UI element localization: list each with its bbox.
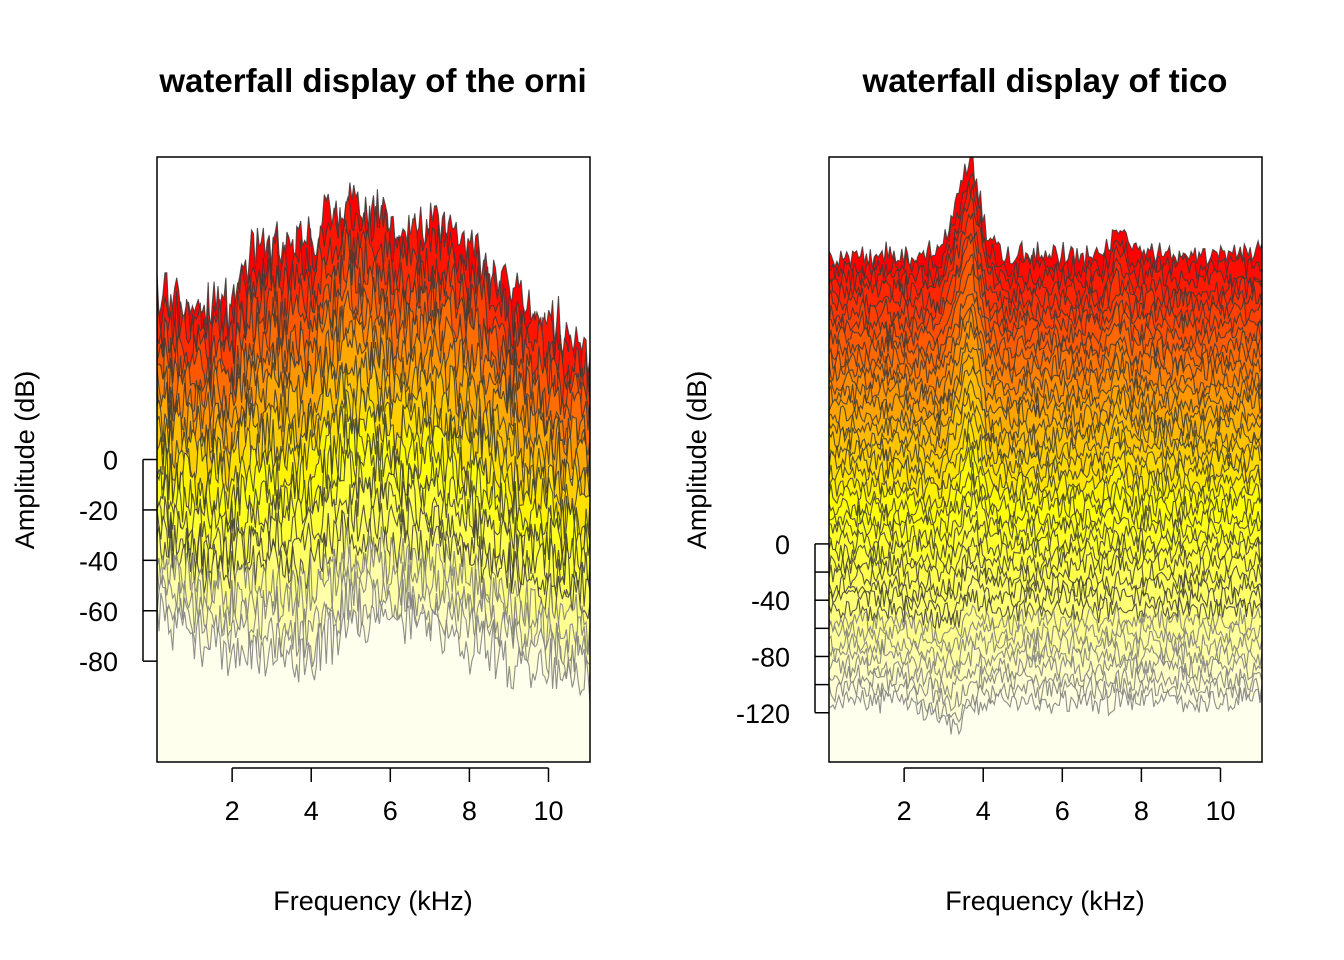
x-axis-orni: 2 4 6 8 10 [225,767,564,826]
spectrum-line [157,526,590,653]
spectrum-line [829,157,1262,269]
y-tick-label: 0 [775,530,790,560]
spectrum-line [829,687,1262,736]
spectrum-area [829,687,1262,762]
x-tick-label: 4 [304,796,319,826]
x-tick-label: 10 [1205,796,1235,826]
x-axis-label-tico: Frequency (kHz) [945,886,1145,916]
spectrum-line [829,433,1262,500]
x-axis-label-orni: Frequency (kHz) [273,886,473,916]
spectrum-line [829,180,1262,292]
chart-orni: waterfall display of the orni 2 4 6 8 10 0 -2… [10,62,591,916]
y-tick-label: -20 [79,496,118,526]
y-tick-label: -80 [79,647,118,677]
spectrum-line [157,195,590,391]
waterfall-spectra-orni [157,182,590,762]
spectrum-line [829,195,1262,306]
x-tick-label: 2 [225,796,240,826]
x-tick-label: 6 [383,796,398,826]
chart-title-orni: waterfall display of the orni [158,62,586,99]
spectrum-line [829,212,1262,316]
spectrum-line [829,640,1262,681]
x-tick-label: 2 [897,796,912,826]
spectrum-line [829,652,1262,701]
spectrum-line [829,353,1262,430]
x-axis-tico: 2 4 6 8 10 [897,767,1236,826]
spectrum-line [829,235,1262,338]
spectrum-line [829,461,1262,526]
spectrum-line [157,414,590,558]
spectrum-line [829,490,1262,550]
spectrum-line [829,321,1262,410]
y-tick-label: -120 [736,699,790,729]
spectrum-line [829,253,1262,350]
chart-tico: waterfall display of tico 2 4 6 8 10 0 -40 -80… [682,62,1263,916]
spectrum-area [157,592,590,762]
y-axis-label-orni: Amplitude (dB) [10,371,40,550]
x-tick-label: 4 [976,796,991,826]
y-tick-label: -60 [79,597,118,627]
spectrum-line [157,578,590,686]
y-axis-tico: 0 -40 -80 -120 [736,530,829,729]
spectrum-line [829,574,1262,621]
x-tick-label: 8 [462,796,477,826]
spectrum-line [829,446,1262,511]
spectrum-line [157,228,590,409]
plot-frame-tico [828,156,1263,763]
spectrum-line [829,411,1262,479]
spectrum-line [829,520,1262,573]
spectrum-line [157,263,590,431]
spectrum-line [829,589,1262,630]
spectrum-line [157,386,590,526]
spectrum-line [157,477,590,594]
y-tick-label: -80 [751,642,790,672]
spectrum-line [157,484,590,615]
spectrum-line [829,547,1262,600]
spectrum-line [829,562,1262,604]
x-tick-label: 8 [1134,796,1149,826]
spectrum-line [157,393,590,540]
spectrum-line [829,232,1262,328]
y-tick-label: -40 [751,586,790,616]
spectrum-line [829,537,1262,583]
y-tick-label: -40 [79,546,118,576]
spectrum-line [829,417,1262,491]
waterfall-spectra-tico [829,157,1262,762]
spectrum-line [829,603,1262,645]
x-tick-label: 10 [533,796,563,826]
spectrum-line [829,307,1262,397]
y-axis-orni: 0 -20 -40 -60 -80 [79,446,157,677]
spectrum-line [829,264,1262,361]
spectrum-line [829,473,1262,542]
spectrum-line [157,219,590,408]
y-tick-label: 0 [103,446,118,476]
spectrum-line [829,675,1262,723]
spectrum-line [157,592,590,703]
spectrum-line [829,292,1262,374]
spectrum-line [829,172,1262,281]
spectrum-line [829,342,1262,421]
x-tick-label: 6 [1055,796,1070,826]
spectrum-line [157,305,590,477]
y-axis-label-tico: Amplitude (dB) [682,371,712,550]
chart-title-tico: waterfall display of tico [862,62,1228,99]
spectrum-line [829,393,1262,465]
